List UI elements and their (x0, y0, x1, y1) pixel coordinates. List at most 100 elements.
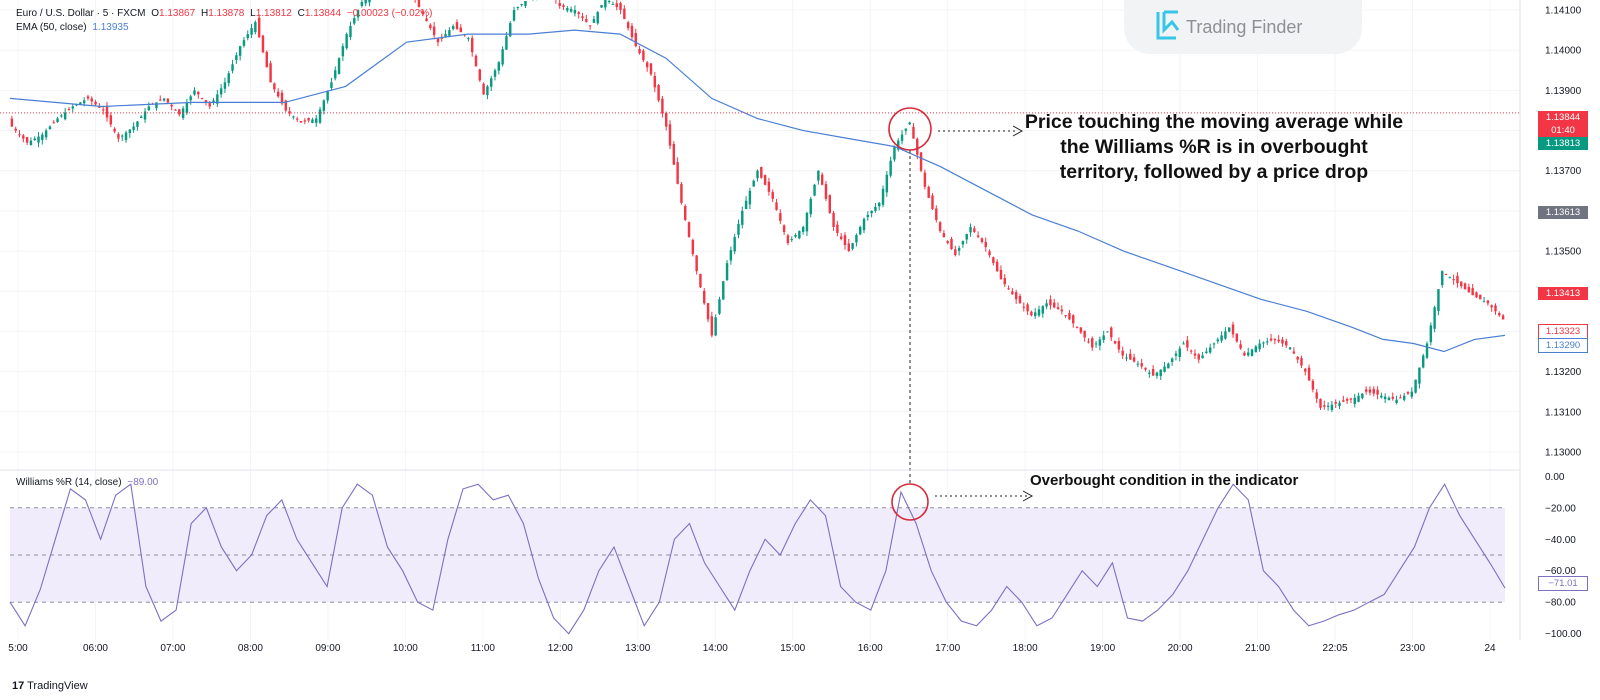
candle-up (451, 26, 455, 29)
tradingview-brand: 17 TradingView (12, 680, 88, 692)
candle-down (1053, 302, 1056, 308)
candle-down (1300, 358, 1303, 366)
candle-up (33, 138, 36, 141)
candle-down (67, 109, 71, 111)
candle-down (988, 251, 991, 256)
candle-up (330, 82, 333, 88)
candle-down (470, 37, 474, 53)
candle-up (798, 230, 801, 239)
candle-down (562, 5, 565, 8)
candle-up (870, 210, 873, 214)
candle-down (938, 222, 942, 231)
candle-down (935, 208, 938, 220)
candle-down (440, 37, 443, 39)
candle-down (25, 137, 29, 143)
candle-down (976, 235, 980, 238)
candle-up (512, 10, 516, 21)
candle-up (216, 94, 219, 104)
candle-down (280, 92, 284, 104)
candle-up (353, 18, 356, 24)
candle-up (1410, 391, 1414, 397)
candle-down (1319, 398, 1322, 408)
candle-up (729, 250, 733, 261)
candle-down (1311, 380, 1315, 390)
candle-up (1437, 289, 1440, 311)
candle-up (885, 174, 889, 193)
candle-down (1110, 327, 1113, 338)
candle-up (1033, 312, 1037, 317)
wr-tick-label: −40.00 (1545, 535, 1576, 546)
candle-down (923, 172, 927, 187)
candle-down (912, 126, 915, 139)
candle-down (1060, 309, 1064, 312)
time-tick-label: 07:00 (160, 643, 185, 654)
candle-down (649, 63, 653, 75)
time-tick-label: 21:00 (1245, 643, 1270, 654)
candle-up (1418, 367, 1421, 384)
candle-up (1425, 343, 1429, 358)
price-tick-label: 1.13200 (1545, 367, 1582, 378)
candle-down (973, 228, 976, 232)
candle-down (1345, 399, 1349, 401)
candle-up (516, 7, 520, 9)
candle-down (984, 241, 987, 248)
candle-up (1254, 346, 1258, 353)
candle-up (855, 235, 858, 243)
candle-down (98, 106, 101, 108)
candle-down (942, 233, 946, 238)
bid-price-tag: 1.13413 (1538, 287, 1588, 300)
candle-down (1243, 352, 1246, 356)
time-tick-label: 15:00 (780, 643, 805, 654)
candle-up (1125, 357, 1128, 359)
wr-tick-label: −60.00 (1545, 566, 1576, 577)
candle-down (1075, 327, 1079, 329)
candle-up (444, 34, 447, 38)
candle-up (349, 26, 352, 38)
candle-down (94, 101, 97, 105)
candle-down (1014, 292, 1018, 300)
candle-down (288, 111, 291, 114)
candle-down (828, 195, 831, 213)
candle-down (197, 91, 200, 95)
candle-down (105, 106, 109, 118)
candle-up (1182, 343, 1185, 345)
candle-down (1399, 397, 1402, 399)
candle-down (14, 128, 17, 131)
candle-up (75, 104, 78, 106)
candle-up (1330, 404, 1334, 411)
candle-up (961, 241, 965, 245)
watermark-text: Trading Finder (1186, 17, 1303, 37)
mid-price-tag: 1.13613 (1538, 206, 1588, 219)
tradingview-logo-icon: 17 (12, 680, 25, 692)
time-tick-label: 19:00 (1090, 643, 1115, 654)
candle-down (1087, 341, 1090, 343)
candle-down (101, 109, 105, 111)
candle-down (1296, 356, 1299, 360)
time-tick-label: 23:00 (1400, 643, 1425, 654)
candle-down (699, 274, 702, 288)
candle-down (653, 75, 657, 88)
candle-down (931, 195, 934, 209)
candle-up (1227, 327, 1231, 332)
candle-up (714, 317, 717, 336)
ema-legend: EMA (50, close) 1.13935 (16, 22, 132, 33)
candle-down (786, 235, 790, 244)
candle-down (763, 175, 767, 185)
candlesticks (10, 0, 1505, 412)
candle-up (1094, 343, 1098, 345)
candle-down (634, 33, 637, 47)
candle-down (668, 124, 672, 146)
candle-up (63, 112, 67, 120)
candle-up (326, 91, 329, 101)
time-tick-label: 13:00 (625, 643, 650, 654)
candle-up (889, 160, 892, 176)
candle-up (227, 73, 230, 84)
candle-up (1098, 339, 1102, 346)
candle-up (893, 146, 896, 160)
indicator-annotation: Overbought condition in the indicator (1030, 472, 1299, 489)
candle-up (1402, 395, 1406, 400)
candle-up (124, 132, 128, 140)
wr-label: Williams %R (14, close) (16, 477, 122, 488)
candle-down (782, 225, 786, 232)
